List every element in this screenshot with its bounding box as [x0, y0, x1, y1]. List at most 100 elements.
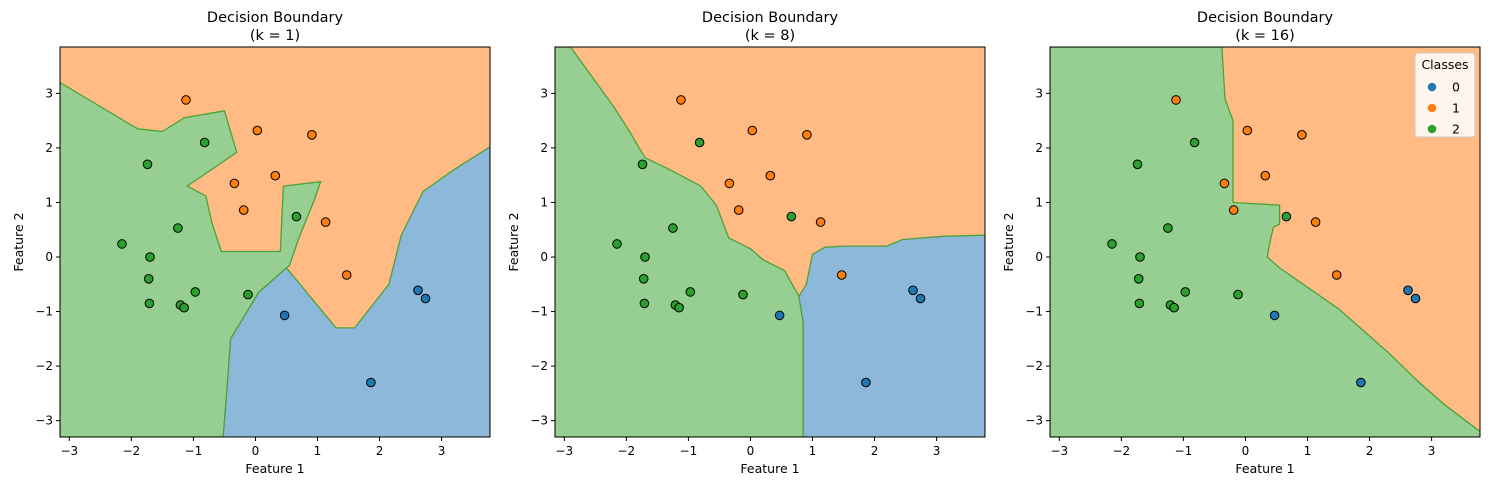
x-tick-label: 2: [1366, 444, 1374, 458]
legend-marker-class-2: [1427, 124, 1437, 134]
point-class-2: [173, 223, 183, 233]
y-tick-label: 3: [45, 86, 53, 100]
y-tick-label: 2: [1035, 141, 1043, 155]
x-tick-label: −1: [185, 444, 203, 458]
point-class-0: [908, 285, 918, 296]
point-class-0: [1269, 310, 1280, 321]
point-class-2: [786, 211, 797, 222]
point-class-1: [765, 170, 776, 181]
x-tick-label: 0: [1242, 444, 1250, 458]
point-class-2: [1135, 252, 1145, 262]
point-class-2: [117, 239, 127, 249]
point-class-1: [320, 217, 331, 227]
point-class-2: [144, 298, 155, 309]
y-tick-label: 0: [45, 250, 53, 264]
point-class-1: [270, 170, 281, 181]
point-class-1: [724, 178, 735, 189]
point-class-2: [638, 274, 649, 284]
x-tick-label: −1: [680, 444, 698, 458]
y-tick-label: 1: [540, 195, 548, 209]
point-class-2: [640, 252, 650, 262]
point-class-2: [190, 287, 201, 297]
point-class-1: [836, 270, 847, 280]
point-class-2: [1107, 239, 1117, 249]
y-tick-label: 0: [540, 250, 548, 264]
y-axis-label: Feature 2: [11, 212, 26, 271]
point-class-1: [1310, 217, 1321, 227]
panel-1: −3 −2 −1 0 1 2 3 −3 −2 −1 0 1 2 3 Decision Boundary (k …: [11, 10, 491, 476]
point-class-1: [341, 270, 352, 280]
legend: Classes 0 1 2: [1414, 52, 1476, 138]
chart-subtitle: (k = 1): [250, 28, 300, 44]
point-class-1: [238, 205, 249, 215]
x-tick-label: −2: [618, 444, 636, 458]
y-tick-label: 1: [45, 195, 53, 209]
point-class-0: [1403, 285, 1413, 296]
point-class-2: [1132, 159, 1143, 170]
point-class-1: [229, 178, 240, 189]
point-class-1: [747, 125, 758, 136]
point-class-0: [1410, 293, 1421, 304]
y-tick-label: 3: [1035, 86, 1043, 100]
y-tick-label: −3: [35, 414, 53, 428]
legend-label: 0: [1452, 80, 1460, 95]
y-tick-label: 3: [540, 86, 548, 100]
chart-subtitle: (k = 16): [1235, 28, 1295, 44]
x-tick-label: 1: [1304, 444, 1312, 458]
legend-marker-class-0: [1427, 82, 1437, 92]
point-class-1: [1242, 125, 1253, 136]
region-class-2: [1050, 47, 1480, 437]
x-axis-label: Feature 1: [740, 461, 799, 476]
x-tick-label: −2: [123, 444, 141, 458]
y-tick-label: −1: [530, 305, 548, 319]
point-class-0: [366, 377, 376, 388]
point-class-1: [307, 130, 317, 140]
y-tick-label: −1: [1025, 305, 1043, 319]
point-class-2: [145, 252, 155, 262]
x-axis-label: Feature 1: [245, 461, 304, 476]
panel-3: −3 −2 −1 0 1 2 3 −3 −2 −1 0 1 2 3 Decision Boundary (k …: [1001, 10, 1481, 476]
point-class-2: [674, 302, 684, 313]
x-tick-label: 3: [1428, 444, 1436, 458]
legend-box: [1414, 52, 1476, 138]
x-tick-label: 3: [438, 444, 446, 458]
plot-area: [555, 47, 985, 437]
y-tick-label: −2: [35, 359, 53, 373]
point-class-0: [279, 310, 290, 321]
region-class-0: [798, 234, 985, 437]
x-tick-label: −2: [1113, 444, 1131, 458]
point-class-2: [1281, 211, 1292, 222]
point-class-1: [802, 130, 812, 140]
y-tick-label: 1: [1035, 195, 1043, 209]
y-tick-label: 0: [1035, 250, 1043, 264]
y-tick-label: −3: [1025, 414, 1043, 428]
point-class-1: [1260, 170, 1271, 181]
legend-label: 1: [1452, 101, 1460, 116]
x-tick-label: 2: [376, 444, 384, 458]
point-class-2: [142, 159, 153, 170]
x-tick-label: 0: [252, 444, 260, 458]
point-class-2: [612, 239, 622, 249]
x-tick-label: 1: [314, 444, 322, 458]
y-axis-label: Feature 2: [506, 212, 521, 271]
x-tick-label: 3: [933, 444, 941, 458]
point-class-0: [774, 310, 785, 321]
point-class-0: [915, 293, 926, 304]
point-class-2: [1134, 298, 1145, 309]
point-class-2: [179, 302, 189, 313]
x-tick-label: −1: [1175, 444, 1193, 458]
y-tick-label: −3: [530, 414, 548, 428]
y-tick-label: 2: [540, 141, 548, 155]
point-class-1: [1228, 205, 1239, 215]
chart-title: Decision Boundary: [702, 10, 839, 26]
legend-marker-class-1: [1427, 103, 1437, 113]
axes-frame: [1049, 46, 1481, 438]
point-class-1: [815, 217, 826, 227]
point-class-2: [1133, 274, 1144, 284]
point-class-1: [1219, 178, 1230, 189]
x-tick-label: 1: [809, 444, 817, 458]
point-class-1: [1297, 130, 1307, 140]
point-class-1: [676, 95, 686, 105]
x-axis-label: Feature 1: [1235, 461, 1294, 476]
point-class-2: [243, 289, 253, 300]
